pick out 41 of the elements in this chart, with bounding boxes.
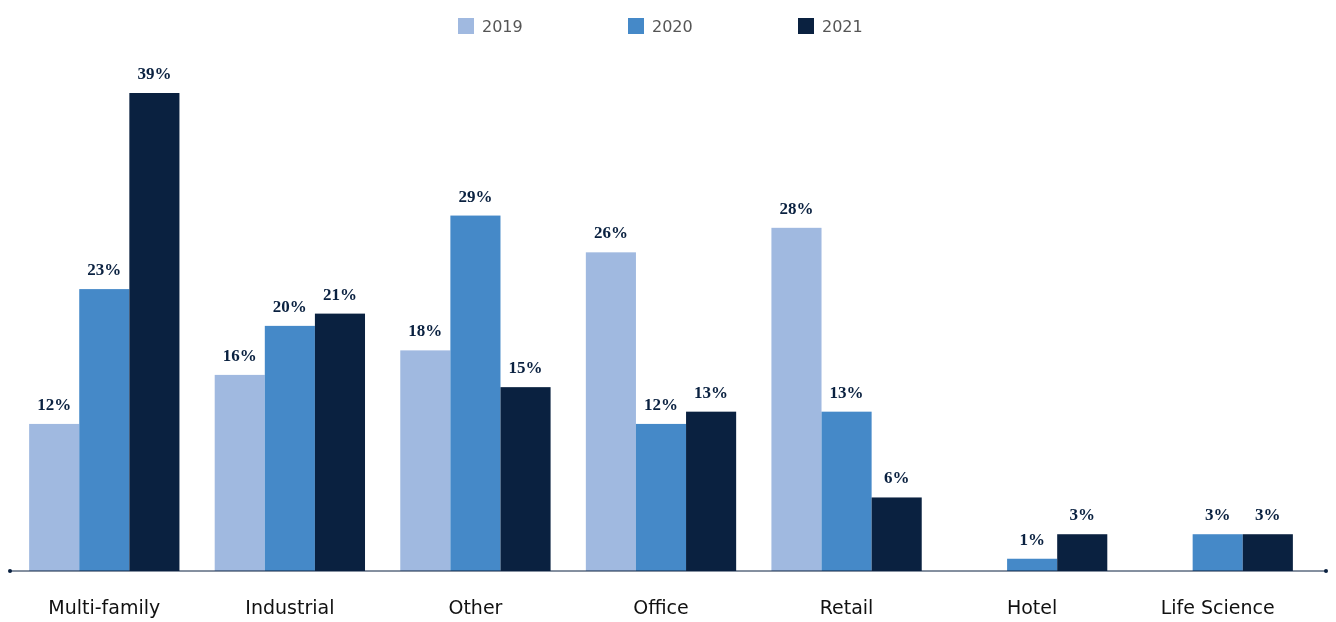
bar bbox=[635, 423, 687, 571]
data-label: 23% bbox=[87, 260, 122, 280]
bar bbox=[264, 325, 315, 571]
x-tick-label: Office bbox=[633, 596, 689, 618]
legend-label: 2019 bbox=[482, 17, 523, 36]
data-label: 18% bbox=[408, 321, 443, 341]
x-tick-label: Other bbox=[448, 596, 503, 618]
bar bbox=[214, 374, 265, 571]
x-tick-label: Hotel bbox=[1006, 596, 1058, 618]
x-tick-label: Life Science bbox=[1160, 596, 1275, 618]
data-label: 12% bbox=[37, 394, 72, 414]
bar bbox=[450, 215, 501, 571]
data-label: 3% bbox=[1255, 505, 1281, 525]
legend-label: 2020 bbox=[652, 17, 693, 36]
bar bbox=[821, 411, 872, 571]
data-label: 3% bbox=[1204, 505, 1231, 525]
data-label: 39% bbox=[137, 64, 172, 83]
data-label: 16% bbox=[222, 345, 257, 365]
x-tick-label: Industrial bbox=[245, 596, 335, 618]
data-label: 29% bbox=[458, 186, 493, 206]
bar bbox=[79, 289, 130, 571]
bar bbox=[400, 350, 451, 571]
data-label: 13% bbox=[829, 382, 864, 402]
data-label: 3% bbox=[1069, 505, 1095, 525]
data-label: 12% bbox=[644, 394, 678, 414]
data-label: 13% bbox=[694, 382, 729, 402]
bar bbox=[1007, 558, 1058, 571]
bar bbox=[771, 227, 822, 571]
data-label: 1% bbox=[1019, 529, 1045, 549]
data-label: 28% bbox=[779, 198, 814, 218]
bar bbox=[585, 252, 636, 571]
data-label: 6% bbox=[883, 468, 910, 488]
data-label: 26% bbox=[593, 223, 628, 243]
bar bbox=[1192, 534, 1243, 571]
x-tick-label: Multi-family bbox=[48, 596, 161, 618]
x-tick-label: Retail bbox=[819, 596, 874, 618]
legend-label: 2021 bbox=[822, 17, 863, 36]
data-label: 15% bbox=[508, 358, 543, 378]
bar bbox=[29, 423, 80, 571]
data-label: 21% bbox=[322, 284, 357, 304]
data-label: 20% bbox=[272, 296, 307, 316]
